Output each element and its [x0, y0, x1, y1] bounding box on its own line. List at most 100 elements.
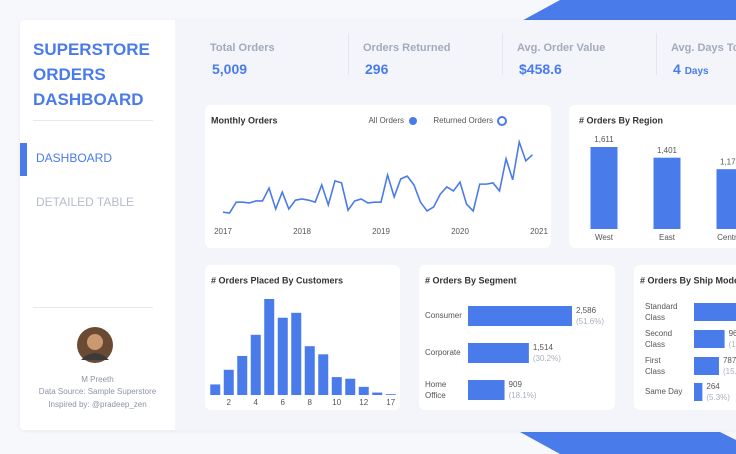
x-tick-label: 12: [359, 398, 368, 407]
x-tick-label: 2019: [372, 227, 390, 236]
bar: [291, 312, 302, 395]
credit: Inspired by: @pradeep_zen: [48, 400, 147, 409]
bar: [716, 169, 736, 229]
bar: [331, 377, 342, 395]
y-tick-label: Consumer: [425, 311, 462, 320]
chart-card: # Orders By Region 1,611 West 1,401 East 1,17…: [569, 105, 736, 248]
value-label: 787: [723, 356, 736, 365]
share-label: (30.2%): [533, 354, 561, 363]
source: Data Source: Sample Superstore: [38, 387, 157, 396]
x-tick-label: 2020: [451, 227, 469, 236]
chart: # Orders Placed By Customers 2 4 6 8 10 12 17: [210, 275, 396, 407]
value-label: 264: [706, 382, 720, 391]
x-tick-label: 2018: [293, 227, 311, 236]
bar: [694, 357, 719, 375]
separator: [502, 33, 503, 75]
dashboard: SUPERSTORE ORDERS DASHBOARD DASHBOARD DE…: [20, 20, 736, 430]
bar: [277, 317, 288, 395]
bar: [590, 147, 618, 229]
x-tick-label: 2: [227, 398, 232, 407]
chart-card: # Orders By Ship ModeStandardClass2,994(…: [634, 265, 736, 410]
chart-card: Monthly Orders 2017 2018 2019 2020 2021 All Or…: [205, 105, 551, 248]
avatar: [77, 327, 113, 363]
chart-title: # Orders By Segment: [425, 275, 517, 285]
chart: # Orders By Ship ModeStandardClass2,994(…: [640, 275, 736, 402]
line: [222, 138, 533, 214]
chart-title: # Orders Placed By Customers: [211, 275, 343, 285]
bar: [358, 386, 369, 395]
y-tick-label: Second Class: [645, 329, 672, 349]
bar: [468, 380, 505, 400]
bar: [264, 299, 275, 395]
nav-indicator: [20, 143, 27, 176]
bar: [210, 384, 221, 395]
chart: Monthly Orders 2017 2018 2019 2020 2021 All Or…: [211, 115, 548, 236]
chart-card: # Orders By Segment Consumer 2,586 (51.6%) C…: [419, 265, 615, 410]
toggle[interactable]: [409, 117, 417, 125]
decor-bottom: [520, 432, 736, 454]
share-label: (15.7%): [723, 367, 736, 376]
x-tick-label: 4: [254, 398, 259, 407]
toggle-label: Returned Orders: [433, 116, 493, 125]
bar: [304, 346, 315, 395]
author: M Preeth: [81, 375, 114, 384]
bar: [223, 369, 234, 395]
kpi-value: $458.6: [519, 61, 562, 77]
sidebar: SUPERSTORE ORDERS DASHBOARD DASHBOARD DE…: [20, 20, 175, 430]
bar: [468, 306, 572, 326]
separator: [656, 33, 657, 75]
value-label: 1,514: [533, 343, 554, 352]
chart-title: # Orders By Ship Mode: [640, 275, 736, 285]
kpi-value: 5,009: [212, 61, 248, 77]
bar: [237, 355, 248, 395]
kpi-label: Avg. Days To: [671, 42, 736, 54]
y-tick-label: Same Day: [645, 387, 682, 396]
kpi-label: Total Orders: [210, 42, 275, 54]
nav-item[interactable]: DASHBOARD: [36, 151, 113, 165]
bar: [694, 383, 703, 401]
y-tick-label: First Class: [645, 356, 665, 376]
value-label: 1,401: [657, 146, 678, 155]
share-label: (5.3%): [706, 393, 730, 402]
x-tick-label: Central: [717, 233, 736, 242]
x-tick-label: 8: [308, 398, 313, 407]
value-label: 964: [729, 329, 736, 338]
share-label: (18.1%): [509, 391, 537, 400]
share-label: (19.2%): [729, 340, 736, 349]
bar: [694, 303, 736, 321]
kpi-value: 296: [365, 61, 389, 77]
dashboard-title: SUPERSTORE ORDERS DASHBOARD: [33, 40, 150, 109]
bar: [250, 334, 261, 395]
kpi-label: Orders Returned: [363, 42, 451, 54]
toggle-label: All Orders: [368, 116, 404, 125]
x-tick-label: 2017: [214, 227, 232, 236]
kpi-value: 4 Days: [673, 61, 709, 77]
y-tick-label: Standard Class: [645, 302, 677, 322]
x-tick-label: West: [595, 233, 614, 242]
bar: [372, 392, 383, 395]
chart-title: Monthly Orders: [211, 115, 278, 125]
kpi-unit: Days: [684, 66, 709, 77]
x-tick-label: East: [659, 233, 676, 242]
share-label: (51.6%): [576, 317, 604, 326]
kpi-label: Avg. Order Value: [517, 42, 606, 54]
y-tick-label: Corporate: [425, 348, 461, 357]
x-tick-label: 10: [332, 398, 341, 407]
bar: [318, 354, 329, 395]
y-tick-label: Home Office: [425, 380, 447, 400]
x-tick-label: 2021: [530, 227, 548, 236]
kpi-number: 4: [673, 61, 681, 77]
chart: # Orders By Region 1,611 West 1,401 East 1,17…: [579, 115, 736, 242]
chart-title: # Orders By Region: [579, 115, 663, 125]
x-tick-label: 17: [386, 398, 395, 407]
bar: [694, 330, 725, 348]
separator: [33, 307, 153, 308]
value-label: 1,175: [720, 157, 736, 166]
separator: [33, 120, 153, 121]
nav-item[interactable]: DETAILED TABLE: [36, 195, 135, 209]
value-label: 909: [509, 380, 523, 389]
chart-card: # Orders Placed By Customers 2 4 6 8 10 12 17: [205, 265, 400, 410]
bar: [345, 378, 356, 395]
toggle[interactable]: [497, 116, 507, 126]
